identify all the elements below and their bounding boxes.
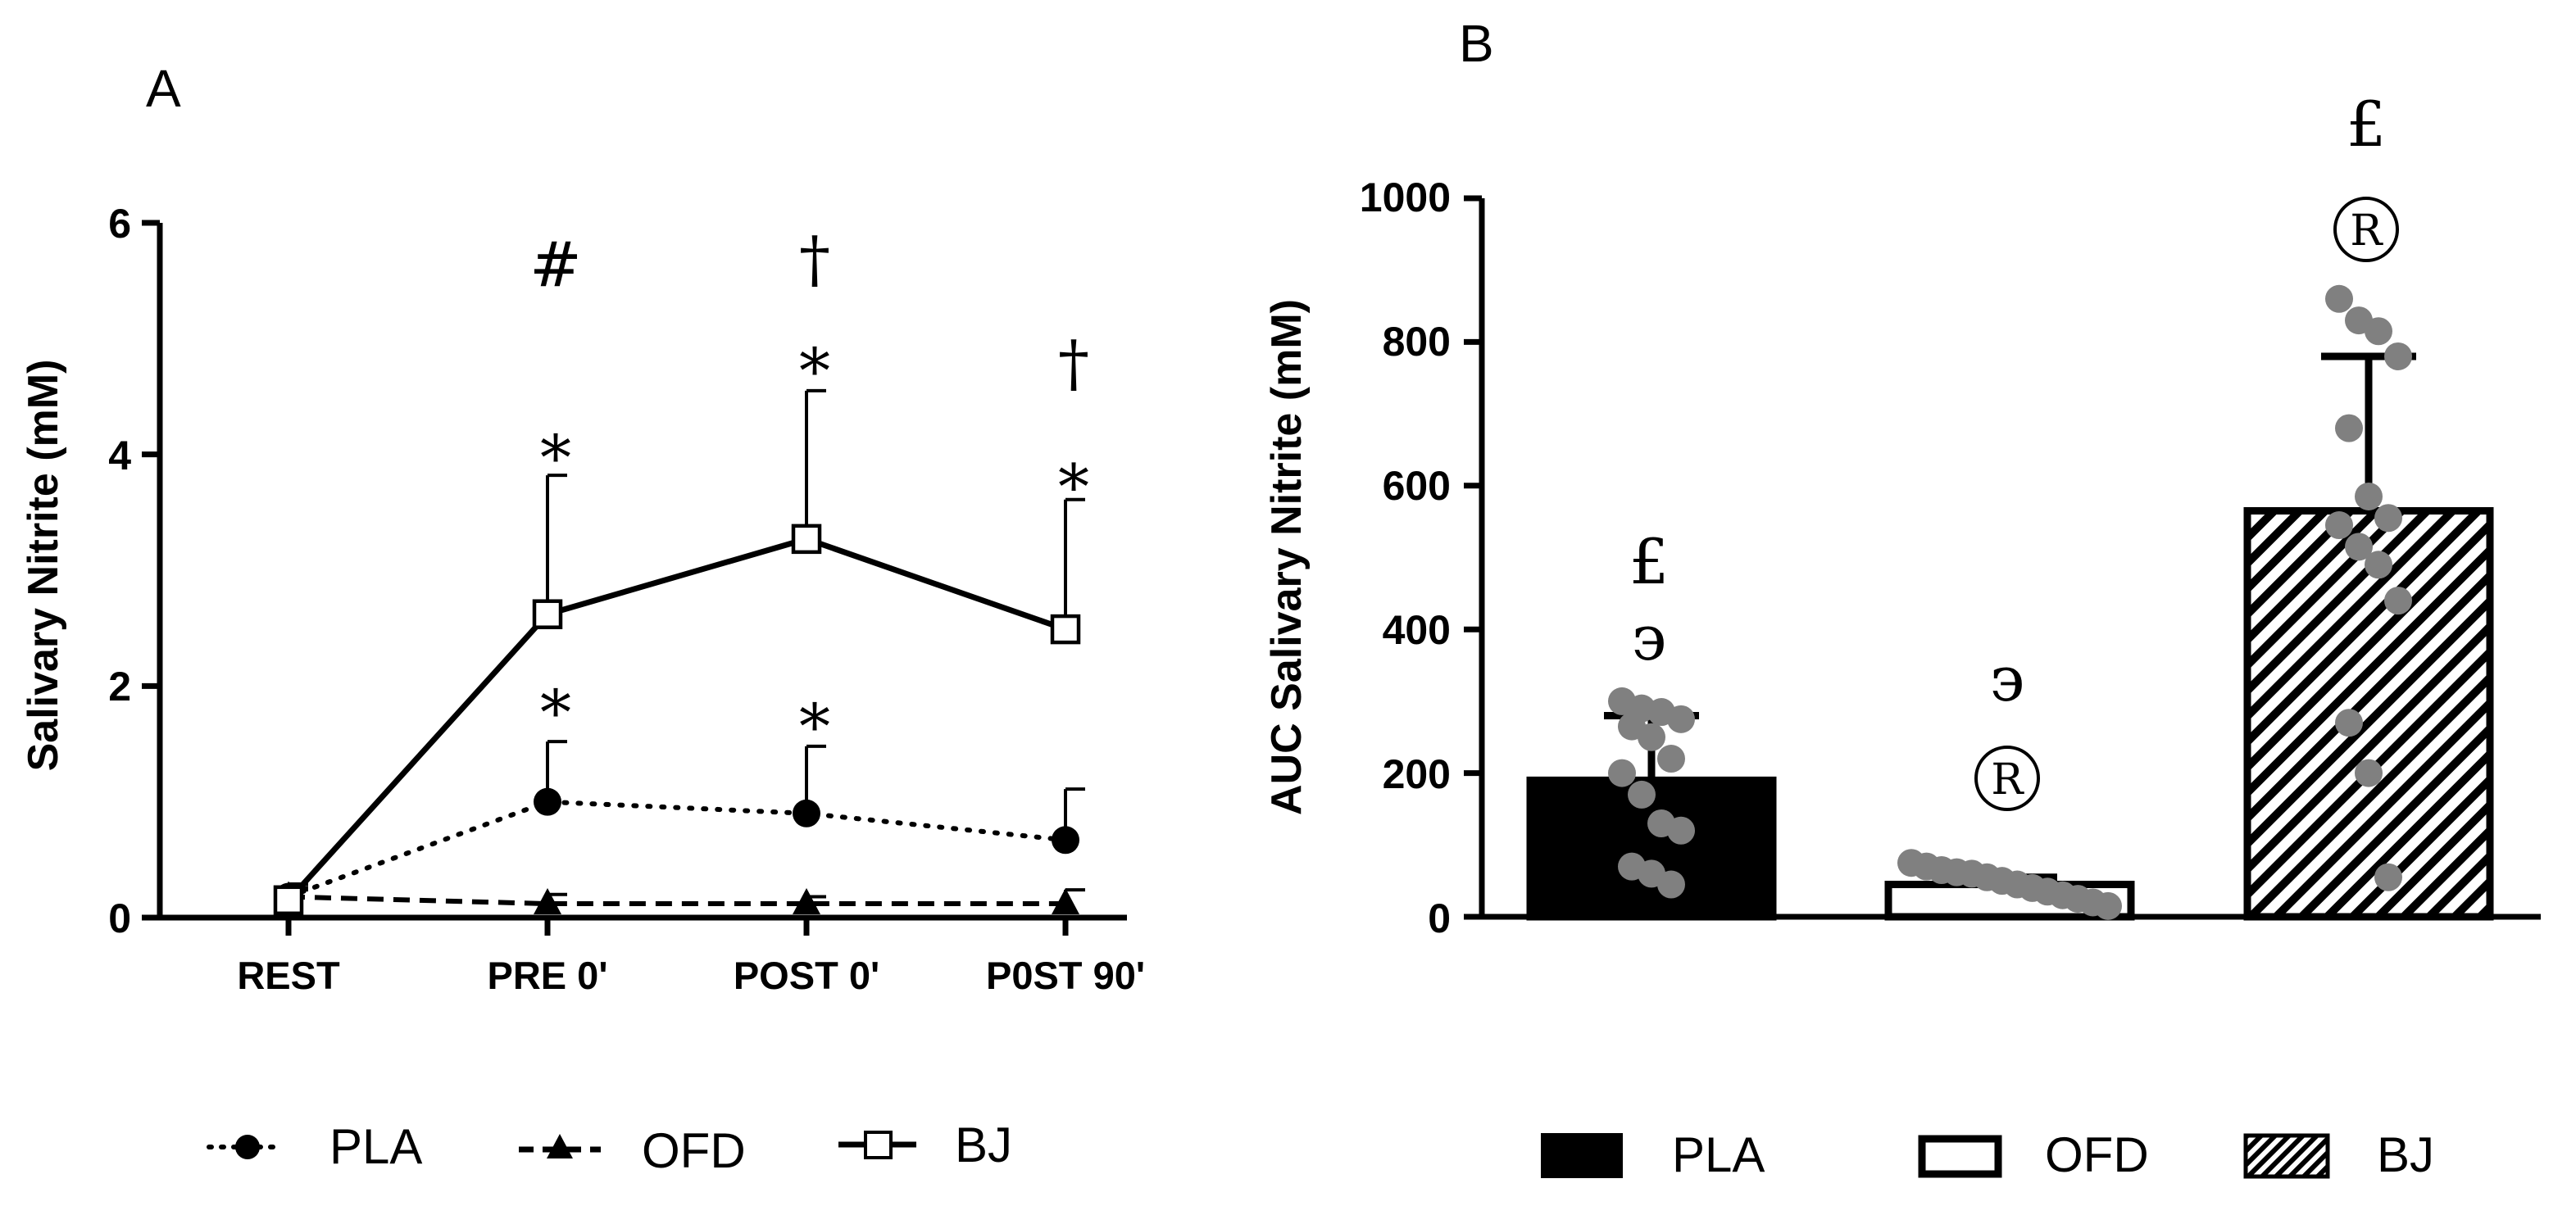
panel-a-x-tick-label: POST 0' [734,954,879,997]
panel-a-annotation: * [540,421,571,494]
panel-a-y-tick-label: 4 [108,433,131,478]
panel-b-bj-data-point [2325,284,2353,313]
panel-a-bj-line [286,536,1067,903]
panel-a-ofd-point [1052,888,1079,915]
panel-b-y-tick-label: 600 [1383,463,1451,509]
panel-b-bj-data-point [2384,587,2412,615]
legend-ofd-marker [547,1134,573,1158]
panel-a-y-tick-label: 0 [108,895,131,941]
panel-b-legend: PLA OFD BJ [1541,1127,2434,1182]
panel-b-pla-data-point [1667,705,1695,733]
panel-b-annotation: R [1991,755,2024,805]
panel-b-annotation: ϶ [1632,601,1667,674]
panel-a-pla-point [534,787,561,816]
panel-a-y-tick-label: 6 [108,201,131,247]
panel-b-pla-data-point [1608,759,1636,787]
panel-b-bj-data-point [2365,551,2392,579]
panel-b-bj-data-point [2335,414,2363,442]
panel-b-registered-circle [1974,746,2040,811]
panel-b-bj-data-point [2384,342,2412,370]
panel-a-pla-point [1052,826,1079,855]
legend-pla-label: PLA [1672,1127,1765,1182]
panel-b-label: B [1459,14,1494,73]
panel-a-annotation: † [799,222,830,295]
panel-b-annotation: £ [2347,88,2386,161]
panel-b-pla-data-point [1628,780,1656,809]
panel-b-bj-data-point [2355,759,2383,787]
panel-b-bj-data-point [2355,482,2383,510]
panel-b-pla-data-point [1657,745,1685,773]
panel-a-annotation: † [1058,327,1089,400]
panel-b-registered-circle [2333,197,2399,262]
legend-ofd-label: OFD [2045,1127,2149,1182]
legend-pla-marker [235,1135,260,1159]
panel-a-legend: PLA OFD BJ [207,1118,1012,1178]
panel-b-y-tick-label: 400 [1383,607,1451,653]
panel-a-annotation: * [799,690,830,763]
legend-ofd-swatch [1918,1135,2002,1178]
panel-b-bj-data-point [2374,863,2402,891]
panel-b-pla-data-point [1667,816,1695,845]
panel-a: A Salivary Nitrite (mM) 0 2 4 6 REST PRE… [20,59,1145,1178]
panel-a-pla-point [793,799,820,827]
panel-a-ofd-line [288,894,1065,907]
panel-a-y-tick-label: 2 [108,664,131,710]
panel-b-bj-data-point [2345,533,2373,561]
panel-a-bj-point [791,524,822,555]
legend-bj-label: BJ [2377,1127,2434,1182]
panel-b-bj-data-point [2365,317,2392,346]
panel-a-annotation: * [1058,451,1089,524]
panel-b-y-tick-label: 0 [1428,895,1451,941]
panel-b-y-tick-label: 1000 [1360,175,1451,220]
panel-b-annotation: £ [1629,525,1669,598]
panel-b-pla-data-point [1657,870,1685,899]
panel-a-annotation: * [540,676,571,749]
panel-b-bj-data-point [2335,709,2363,737]
legend-bj-marker [864,1131,893,1159]
panel-a-x-tick-label: PRE 0' [487,954,607,997]
legend-pla-swatch [1541,1133,1623,1178]
legend-ofd-label: OFD [642,1123,746,1178]
panel-b-annotation: R [2350,206,2383,256]
panel-b-y-axis-label: AUC Salivary Nitrite (mM) [1263,299,1311,815]
panel-a-y-axis-label: Salivary Nitrite (mM) [20,360,67,772]
panel-a-bj-point [273,885,304,916]
panel-b-bj-data-point [2374,504,2402,533]
panel-a-x-tick-label: P0ST 90' [986,954,1145,997]
panel-b-pla-data-point [1638,723,1665,751]
panel-a-annotation: # [529,228,582,301]
legend-pla-label: PLA [329,1119,422,1174]
panel-b: B AUC Salivary Nitrite (mM) 0 200 400 60… [1263,14,2541,1182]
panel-a-label: A [146,59,181,118]
panel-b-bj-data-point [2325,511,2353,540]
panel-a-ofd-point [793,888,820,915]
panel-a-bj-point [1050,614,1081,645]
panel-b-y-tick-label: 800 [1383,319,1451,365]
panel-a-ofd-point [534,888,561,915]
panel-b-ofd-data-point [2094,891,2122,920]
legend-bj-label: BJ [955,1118,1012,1172]
panel-a-annotation: * [799,334,830,407]
panel-a-pla-line [286,799,1068,900]
panel-a-bj-point [532,599,563,629]
panel-a-x-tick-label: REST [237,954,340,997]
panel-b-bar-bj [2243,506,2494,921]
panel-b-annotation: ϶ [1990,642,2025,715]
panel-b-y-tick-label: 200 [1383,751,1451,797]
legend-bj-swatch [2243,1133,2330,1179]
